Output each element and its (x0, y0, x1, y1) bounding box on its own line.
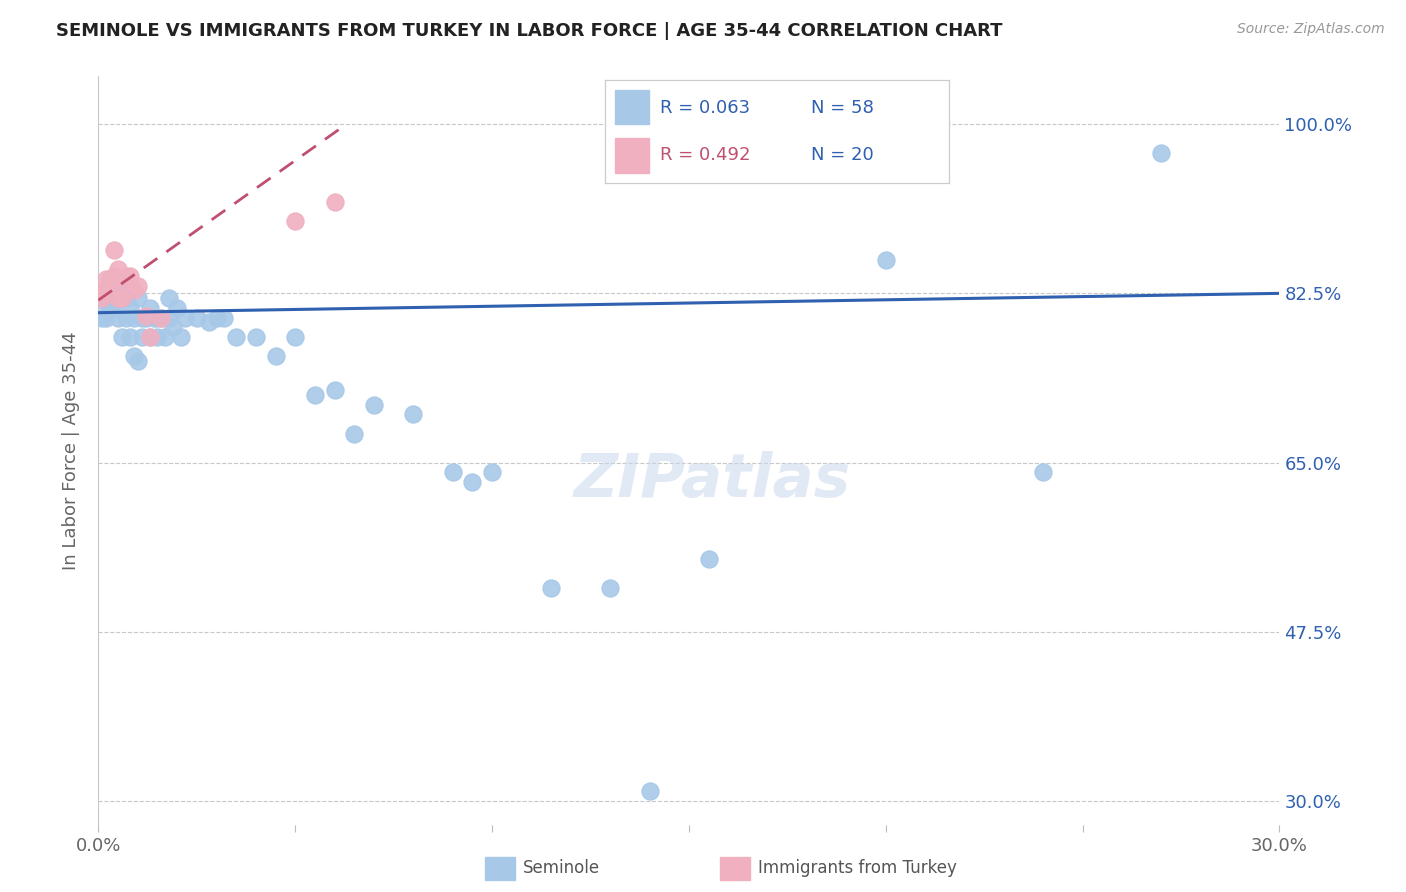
Point (461, 475, 484, 489)
Point (142, 310, 165, 325)
Point (146, 330, 169, 344)
Point (174, 310, 197, 325)
Text: Seminole: Seminole (523, 859, 600, 877)
Point (343, 426, 366, 441)
Point (599, 581, 621, 595)
Text: Immigrants from Turkey: Immigrants from Turkey (758, 859, 956, 877)
Point (875, 252, 897, 267)
Point (540, 581, 562, 595)
Text: ZIPatlas: ZIPatlas (574, 451, 851, 510)
Point (115, 291, 138, 305)
Point (1032, 465, 1054, 479)
Point (363, 398, 385, 412)
Point (150, 310, 173, 325)
Point (186, 310, 208, 325)
Point (284, 214, 307, 228)
Point (441, 465, 464, 479)
Point (214, 310, 236, 325)
Point (162, 320, 184, 334)
Point (697, 552, 720, 566)
Point (170, 330, 193, 344)
Point (107, 262, 129, 277)
Point (111, 291, 134, 305)
Point (98, 274, 121, 288)
Point (96, 310, 118, 325)
Point (107, 310, 129, 325)
Point (96, 272, 118, 286)
Point (197, 315, 219, 329)
Point (115, 268, 138, 283)
Point (225, 330, 247, 344)
Bar (485, 856, 515, 880)
Point (481, 465, 503, 479)
Point (91, 291, 114, 305)
Point (103, 243, 125, 257)
Point (111, 291, 134, 305)
Text: R = 0.492: R = 0.492 (659, 146, 751, 164)
Point (138, 301, 160, 315)
Bar (614, 137, 650, 173)
Point (157, 310, 180, 325)
Point (118, 301, 141, 315)
Point (91, 291, 114, 305)
Point (131, 330, 153, 344)
Point (118, 268, 141, 283)
Point (205, 310, 228, 325)
Point (127, 278, 149, 293)
Point (245, 330, 267, 344)
Point (155, 330, 177, 344)
Point (150, 310, 173, 325)
Point (135, 310, 157, 325)
Point (264, 349, 287, 363)
Point (115, 310, 138, 325)
Point (103, 301, 125, 315)
Point (166, 301, 188, 315)
Point (135, 309, 157, 323)
Point (157, 291, 180, 305)
Point (96, 281, 118, 295)
Point (323, 194, 346, 209)
Point (91, 310, 114, 325)
Point (122, 349, 145, 363)
Point (131, 310, 153, 325)
Text: N = 20: N = 20 (811, 146, 875, 164)
Point (111, 274, 134, 288)
Point (323, 383, 346, 397)
Point (127, 291, 149, 305)
Point (138, 330, 160, 344)
Bar (720, 856, 749, 880)
Text: Source: ZipAtlas.com: Source: ZipAtlas.com (1237, 22, 1385, 37)
Point (122, 310, 145, 325)
Point (138, 330, 160, 344)
Point (96, 296, 118, 310)
Point (638, 784, 661, 798)
Point (402, 407, 425, 421)
Point (304, 388, 326, 402)
Point (111, 330, 134, 344)
Text: R = 0.063: R = 0.063 (659, 99, 749, 117)
Point (146, 310, 169, 325)
Point (98, 301, 121, 315)
Point (118, 330, 141, 344)
Point (98, 272, 121, 286)
Point (107, 281, 129, 295)
Text: SEMINOLE VS IMMIGRANTS FROM TURKEY IN LABOR FORCE | AGE 35-44 CORRELATION CHART: SEMINOLE VS IMMIGRANTS FROM TURKEY IN LA… (56, 22, 1002, 40)
Bar (614, 89, 650, 124)
Y-axis label: In Labor Force | Age 35-44: In Labor Force | Age 35-44 (62, 331, 80, 570)
Point (1150, 146, 1173, 161)
Text: N = 58: N = 58 (811, 99, 875, 117)
Point (91, 286, 114, 301)
Point (284, 330, 307, 344)
Point (107, 291, 129, 305)
Point (122, 284, 145, 298)
Point (103, 268, 125, 283)
Point (127, 354, 149, 368)
